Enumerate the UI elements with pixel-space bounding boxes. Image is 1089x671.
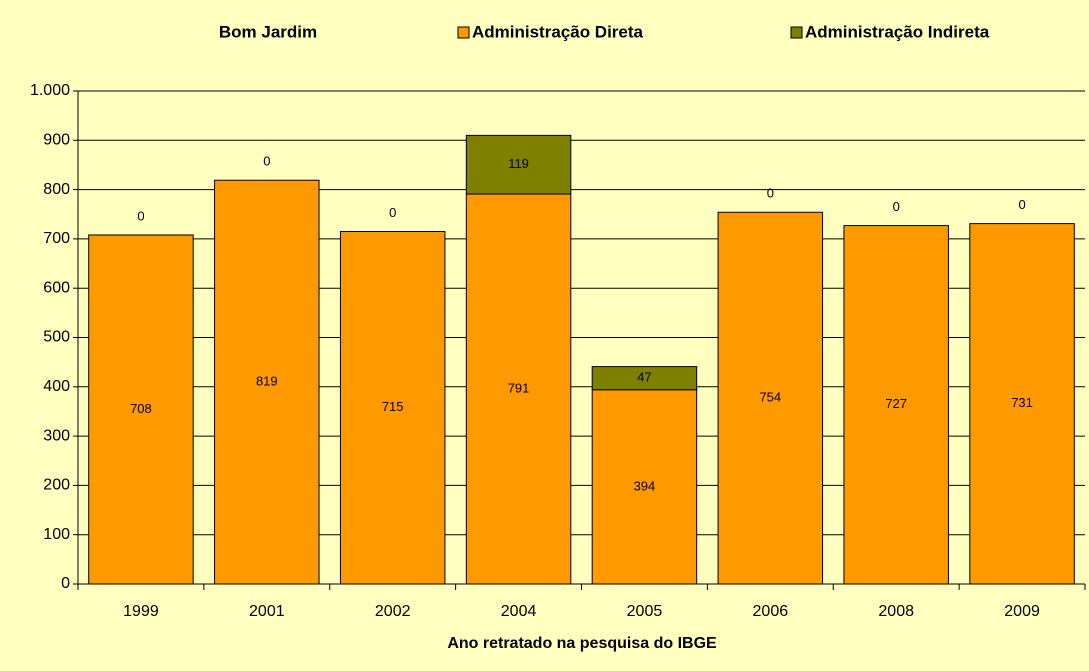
y-tick-label: 900 [43,132,70,149]
x-tick-label: 2002 [375,603,411,620]
y-tick-label: 800 [43,181,70,198]
data-label: 394 [634,478,656,493]
data-label: 731 [1011,395,1033,410]
data-label: 119 [508,156,529,171]
x-axis-title: Ano retratado na pesquisa do IBGE [447,635,717,652]
bar-segment [843,225,949,585]
data-label: 0 [1018,197,1025,212]
bar-segment [88,234,194,585]
bar-segment [339,231,446,585]
bar-segment [591,389,698,585]
data-label: 0 [389,205,396,220]
y-tick-label: 300 [43,427,70,444]
legend-swatch [790,26,803,39]
legend-swatch [457,26,470,39]
data-label: 715 [382,399,404,414]
bar-segment [591,366,698,391]
data-label: 754 [759,390,781,405]
y-tick-label: 1.000 [30,82,70,99]
x-tick-label: 2005 [627,603,663,620]
x-tick-label: 2006 [753,603,789,620]
y-tick-label: 600 [43,279,70,296]
y-tick-label: 200 [43,477,70,494]
x-tick-label: 2008 [878,603,914,620]
y-tick-label: 500 [43,329,70,346]
bar-segment [465,134,572,195]
y-tick-label: 100 [43,526,70,543]
data-label: 819 [256,374,278,389]
data-label: 708 [130,401,152,416]
x-tick-label: 2001 [249,603,285,620]
data-label: 0 [263,154,270,169]
data-label: 0 [137,208,144,223]
x-tick-label: 2009 [1004,603,1040,620]
data-label: 791 [508,380,530,395]
data-label: 0 [767,186,774,201]
y-tick-label: 0 [61,575,70,592]
bar-segment [717,211,824,585]
data-label: 727 [885,396,907,411]
data-label: 47 [637,370,651,385]
x-tick-label: 1999 [123,603,159,620]
y-tick-label: 400 [43,378,70,395]
legend-label: Administração Indireta [805,22,990,41]
bar-segment [214,179,320,585]
legend-label: Administração Direta [472,22,644,41]
chart-title: Bom Jardim [219,22,317,41]
bar-segment [969,223,1075,585]
x-tick-label: 2004 [501,603,537,620]
data-label: 0 [893,199,900,214]
y-tick-label: 700 [43,230,70,247]
